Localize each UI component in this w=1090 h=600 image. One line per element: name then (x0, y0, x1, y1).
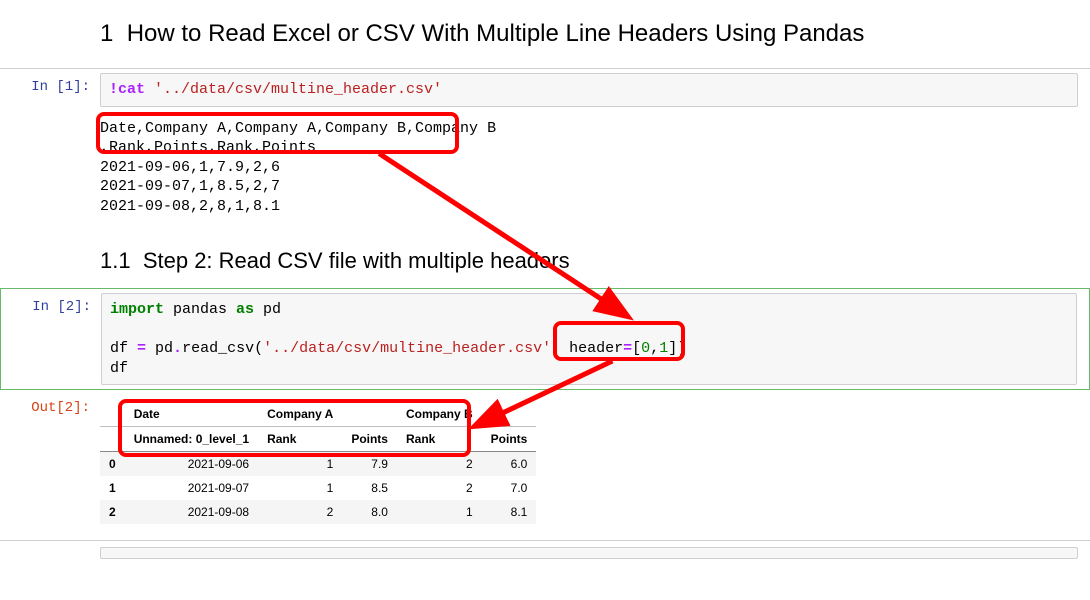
table-head-row-1: DateCompany A Company B (100, 402, 536, 427)
table-cell: 2 (397, 476, 482, 500)
page-title: 1 How to Read Excel or CSV With Multiple… (0, 0, 1090, 68)
table-cell: 2 (397, 452, 482, 477)
section-title: 1.1 Step 2: Read CSV file with multiple … (0, 228, 1090, 288)
table-cell: 2021-09-08 (125, 500, 258, 524)
table-row-index: 1 (100, 476, 125, 500)
table-cell: 7.0 (482, 476, 537, 500)
next-cell-placeholder (0, 540, 1090, 559)
tok-assign: = (137, 340, 146, 357)
prompt-in-1: In [1]: (0, 73, 100, 95)
cell-out-1-stdout: Date,Company A,Company A,Company B,Compa… (0, 111, 1090, 229)
tok-as: as (236, 301, 254, 318)
table-col-header-l2: Points (482, 427, 537, 452)
table-cell: 1 (397, 500, 482, 524)
table-col-header-l1 (482, 402, 537, 427)
dataframe-output: DateCompany A Company B Unnamed: 0_level_… (100, 402, 536, 524)
table-col-header-l1: Date (125, 402, 258, 427)
table-head-row-2: Unnamed: 0_level_1RankPointsRankPoints (100, 427, 536, 452)
cell-in-2[interactable]: In [2]: import pandas as pd df = pd.read… (0, 288, 1090, 390)
table-col-header-l2: Unnamed: 0_level_1 (125, 427, 258, 452)
tok-string-path-1: '../data/csv/multine_header.csv' (154, 81, 442, 98)
table-head: DateCompany A Company B Unnamed: 0_level_… (100, 402, 536, 452)
cell-out-2: Out[2]: DateCompany A Company B Unnamed: … (0, 390, 1090, 536)
tok-bang: !cat (109, 81, 154, 98)
tok-1: 1 (659, 340, 668, 357)
table-col-header-l1 (100, 402, 125, 427)
tok-df-eval: df (110, 360, 128, 377)
tok-header: , header (551, 340, 623, 357)
tok-comma: , (650, 340, 659, 357)
code-block-1[interactable]: !cat '../data/csv/multine_header.csv' (100, 73, 1078, 107)
table-cell: 7.9 (342, 452, 397, 477)
tok-pd: pd (254, 301, 281, 318)
prompt-blank-1 (0, 115, 100, 121)
h2-text: Step 2: Read CSV file with multiple head… (143, 248, 570, 273)
table-col-header-l2: Rank (397, 427, 482, 452)
h2-number: 1.1 (100, 248, 131, 273)
table-row: 22021-09-0828.018.1 (100, 500, 536, 524)
table-cell: 6.0 (482, 452, 537, 477)
table-row: 02021-09-0617.926.0 (100, 452, 536, 477)
table-col-header-l1: Company A (258, 402, 342, 427)
table-col-header-l1: Company B (397, 402, 482, 427)
table-cell: 8.5 (342, 476, 397, 500)
table-col-header-l2 (100, 427, 125, 452)
tok-df: df (110, 340, 137, 357)
tok-eq2: = (623, 340, 632, 357)
h1-text: How to Read Excel or CSV With Multiple L… (127, 20, 865, 47)
empty-code-cell[interactable] (100, 547, 1078, 559)
tok-dot: . (173, 340, 182, 357)
table-col-header-l2: Rank (258, 427, 342, 452)
code-block-2[interactable]: import pandas as pd df = pd.read_csv('..… (101, 293, 1077, 385)
table-cell: 2021-09-07 (125, 476, 258, 500)
table-cell: 2 (258, 500, 342, 524)
tok-0: 0 (641, 340, 650, 357)
table-row-index: 0 (100, 452, 125, 477)
tok-import: import (110, 301, 164, 318)
table-cell: 8.1 (482, 500, 537, 524)
tok-pandas: pandas (164, 301, 236, 318)
table-row-index: 2 (100, 500, 125, 524)
output-text-1: Date,Company A,Company A,Company B,Compa… (100, 115, 1078, 225)
tok-rb: ]) (668, 340, 686, 357)
tok-lb: [ (632, 340, 641, 357)
prompt-in-2: In [2]: (1, 293, 101, 315)
notebook-root: 1 How to Read Excel or CSV With Multiple… (0, 0, 1090, 559)
tok-path2: '../data/csv/multine_header.csv' (263, 340, 551, 357)
prompt-out-2: Out[2]: (0, 394, 100, 416)
table-col-header-l1 (342, 402, 397, 427)
cell-in-1[interactable]: In [1]: !cat '../data/csv/multine_header… (0, 68, 1090, 111)
tok-pd2: pd (146, 340, 173, 357)
table-body: 02021-09-0617.926.012021-09-0718.527.022… (100, 452, 536, 525)
table-col-header-l2: Points (342, 427, 397, 452)
tok-readcsv: read_csv( (182, 340, 263, 357)
table-cell: 2021-09-06 (125, 452, 258, 477)
h1-number: 1 (100, 20, 113, 47)
table-cell: 1 (258, 476, 342, 500)
table-cell: 8.0 (342, 500, 397, 524)
table-cell: 1 (258, 452, 342, 477)
table-row: 12021-09-0718.527.0 (100, 476, 536, 500)
